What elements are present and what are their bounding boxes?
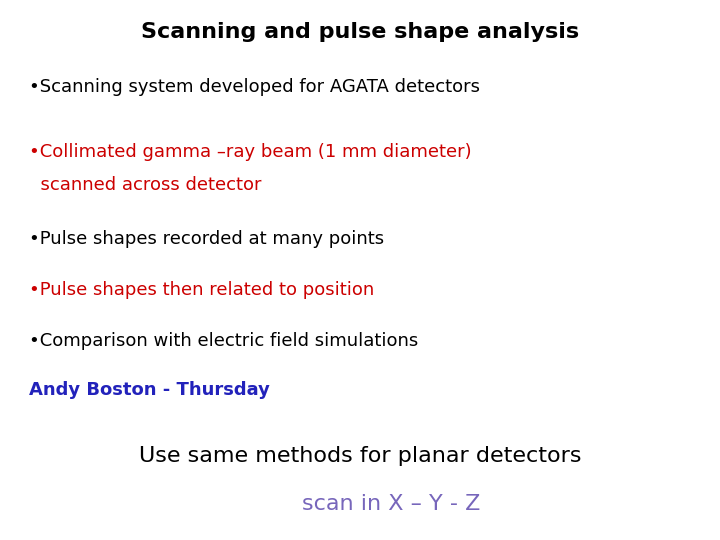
Text: •Pulse shapes recorded at many points: •Pulse shapes recorded at many points — [29, 230, 384, 247]
Text: •Comparison with electric field simulations: •Comparison with electric field simulati… — [29, 332, 418, 350]
Text: scan in X – Y - Z: scan in X – Y - Z — [302, 494, 481, 514]
Text: •Scanning system developed for AGATA detectors: •Scanning system developed for AGATA det… — [29, 78, 480, 96]
Text: scanned across detector: scanned across detector — [29, 176, 261, 193]
Text: Andy Boston - Thursday: Andy Boston - Thursday — [29, 381, 270, 399]
Text: Use same methods for planar detectors: Use same methods for planar detectors — [139, 446, 581, 465]
Text: Scanning and pulse shape analysis: Scanning and pulse shape analysis — [141, 22, 579, 42]
Text: •Collimated gamma –ray beam (1 mm diameter): •Collimated gamma –ray beam (1 mm diamet… — [29, 143, 472, 161]
Text: •Pulse shapes then related to position: •Pulse shapes then related to position — [29, 281, 374, 299]
